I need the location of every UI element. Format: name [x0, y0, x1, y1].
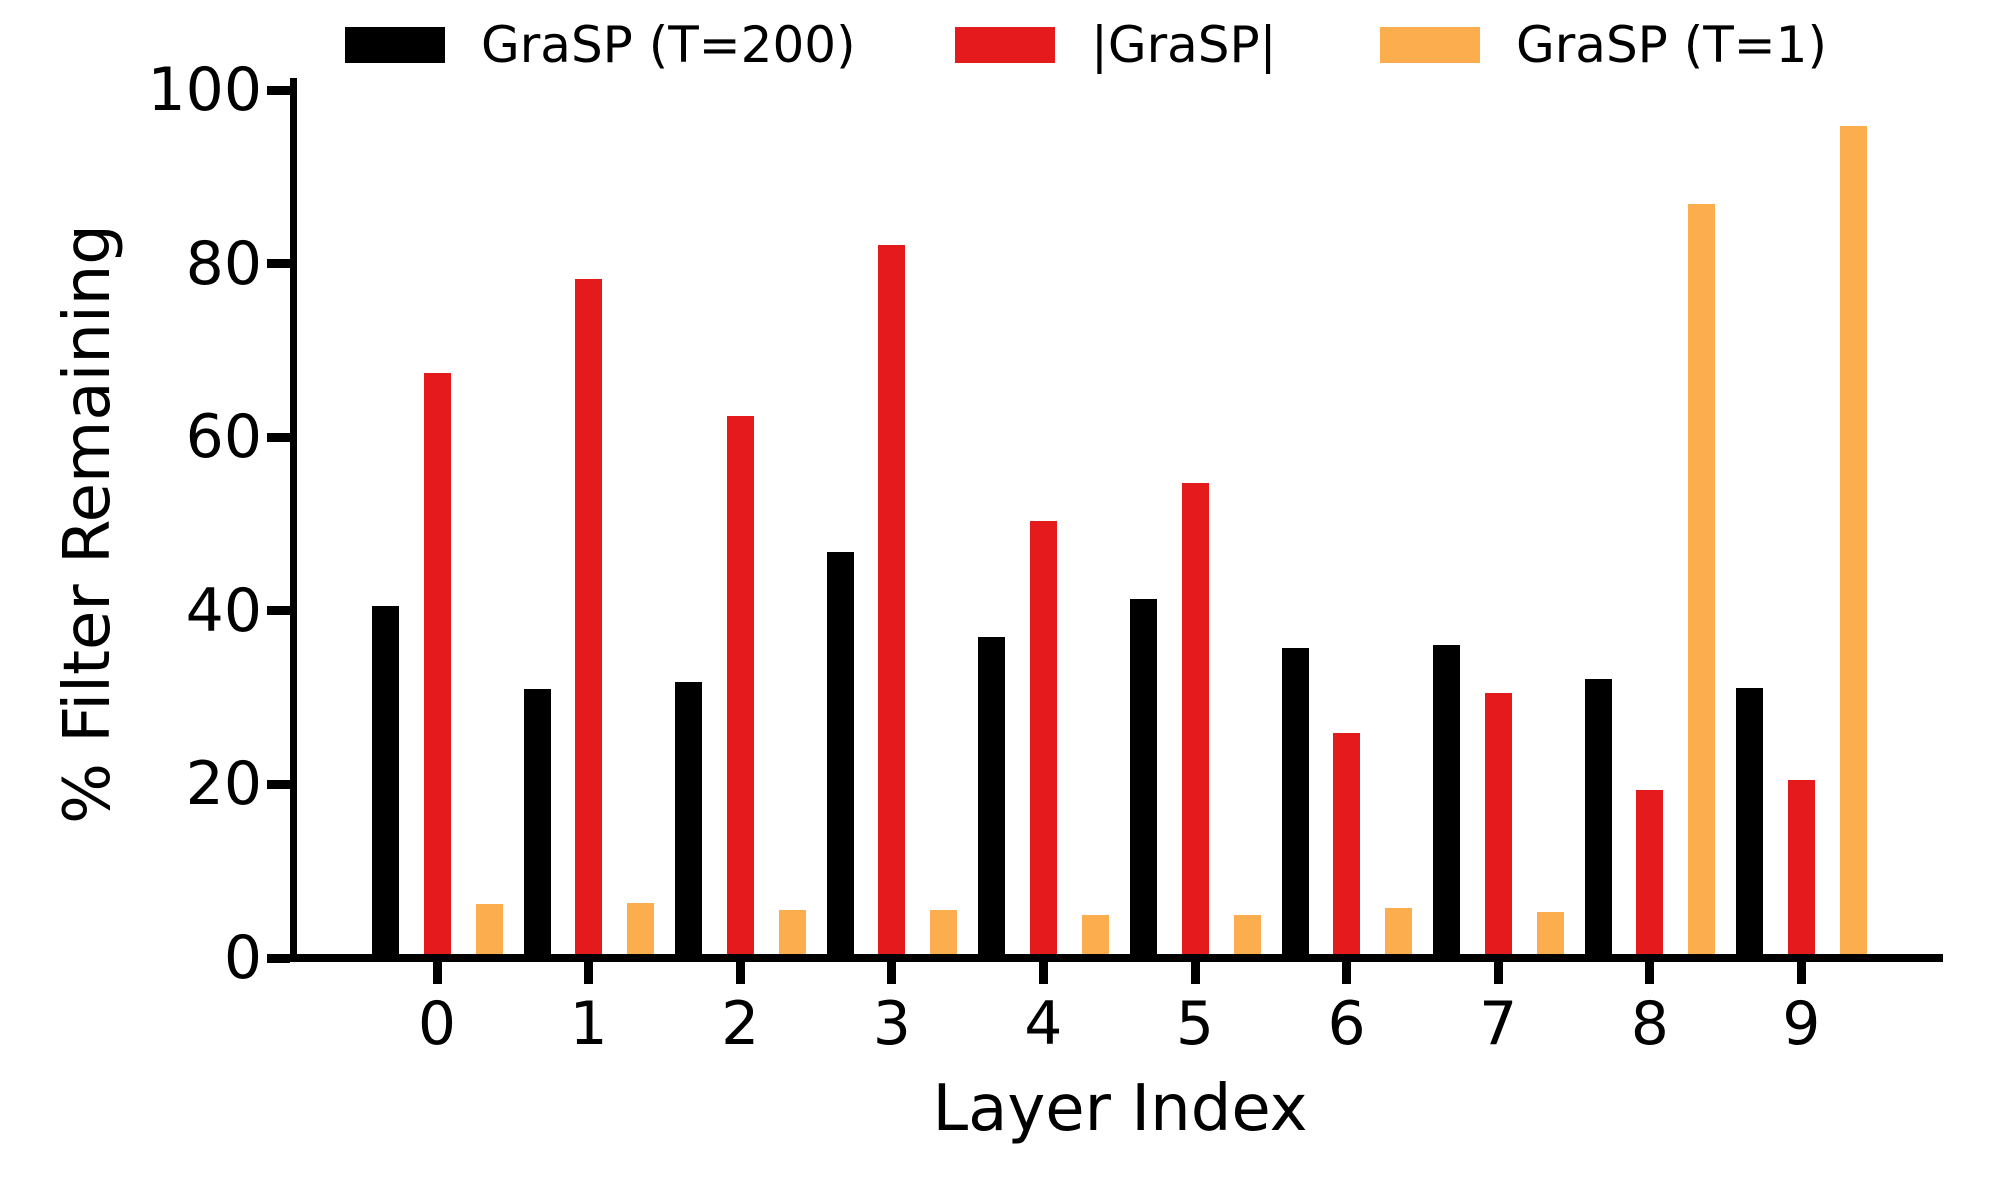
y-tick: [267, 953, 290, 963]
y-tick-label: 20: [185, 749, 262, 820]
x-tick: [735, 958, 745, 984]
bar-series2-layer9: [1839, 126, 1867, 958]
y-tick: [267, 779, 290, 789]
y-tick-label: 60: [185, 402, 262, 473]
bar-series2-layer6: [1385, 907, 1413, 958]
bar-series0-layer8: [1584, 678, 1612, 958]
y-axis-line: [290, 78, 297, 962]
bar-series2-layer3: [930, 910, 958, 958]
bar-series2-layer2: [778, 910, 806, 958]
bar-series1-layer1: [575, 279, 603, 958]
legend-swatch: [345, 27, 445, 63]
bar-series0-layer0: [372, 605, 399, 958]
x-tick-label: 1: [569, 989, 608, 1059]
x-tick-label: 3: [872, 989, 911, 1059]
bar-series1-layer3: [878, 245, 906, 958]
x-tick-label: 4: [1024, 989, 1063, 1059]
bar-series0-layer5: [1130, 598, 1157, 958]
y-tick-label: 40: [185, 575, 262, 646]
bar-series1-layer9: [1787, 780, 1815, 958]
bar-series2-layer7: [1536, 911, 1564, 958]
x-tick-label: 8: [1630, 989, 1669, 1059]
bar-series1-layer4: [1029, 520, 1057, 958]
legend-swatch: [1380, 27, 1480, 63]
bar-series1-layer8: [1636, 790, 1664, 958]
bar-series2-layer8: [1688, 203, 1716, 958]
x-tick: [432, 958, 442, 984]
bar-series2-layer1: [627, 903, 655, 958]
y-tick: [267, 259, 290, 269]
legend-label: |GraSP|: [1091, 16, 1277, 74]
bar-series0-layer1: [523, 688, 551, 958]
y-tick: [267, 432, 290, 442]
y-tick: [267, 606, 290, 616]
bar-series0-layer7: [1433, 644, 1461, 958]
bar-series0-layer6: [1281, 648, 1309, 958]
x-tick-label: 7: [1479, 989, 1518, 1059]
bar-series0-layer2: [675, 681, 703, 958]
y-tick: [267, 85, 290, 95]
x-tick-label: 9: [1782, 989, 1821, 1059]
legend-swatch: [955, 27, 1055, 63]
x-tick: [1190, 958, 1200, 984]
x-tick: [584, 958, 594, 984]
bar-series1-layer7: [1484, 693, 1512, 958]
bar-series2-layer5: [1233, 915, 1261, 958]
x-axis-label: Layer Index: [932, 1072, 1308, 1146]
y-tick-label: 100: [147, 55, 262, 125]
x-tick: [1645, 958, 1655, 984]
x-tick: [1493, 958, 1503, 984]
x-tick-label: 2: [721, 989, 760, 1059]
bar-series2-layer4: [1081, 915, 1109, 958]
x-tick-label: 6: [1327, 989, 1366, 1059]
x-tick: [1038, 958, 1048, 984]
bar-series1-layer5: [1181, 483, 1209, 958]
bar-series2-layer0: [475, 904, 503, 958]
y-tick-label: 0: [223, 923, 262, 993]
x-tick-label: 0: [417, 989, 457, 1059]
x-tick: [887, 958, 897, 984]
legend-label: GraSP (T=1): [1516, 16, 1827, 74]
x-axis-line: [290, 954, 1943, 962]
bar-series1-layer6: [1333, 733, 1361, 958]
bar-series1-layer2: [726, 416, 754, 958]
x-tick: [1796, 958, 1806, 984]
y-tick-label: 80: [185, 228, 262, 299]
bar-series0-layer4: [978, 636, 1006, 958]
bar-series0-layer3: [826, 551, 854, 958]
bar-series0-layer9: [1736, 688, 1764, 958]
bar-series1-layer0: [423, 372, 451, 958]
legend-label: GraSP (T=200): [481, 16, 856, 74]
y-axis-label: % Filter Remaining: [51, 224, 125, 824]
x-tick-label: 5: [1175, 989, 1215, 1059]
x-tick: [1342, 958, 1352, 984]
